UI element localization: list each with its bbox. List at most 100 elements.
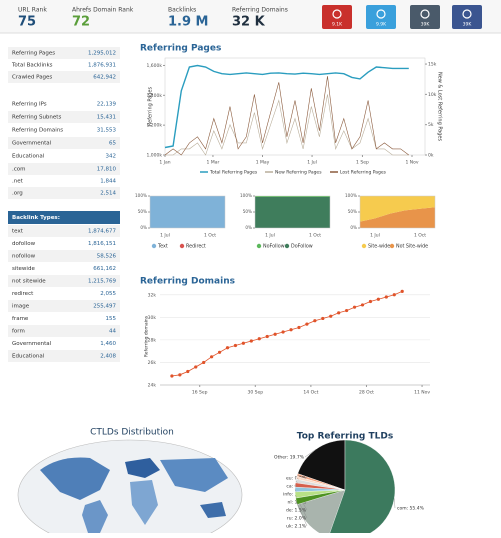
row-value: 2,055 <box>100 291 116 297</box>
stat-value: 1.9 M <box>168 15 209 30</box>
row-value: 2,514 <box>100 191 116 197</box>
row-value: 155 <box>106 316 117 322</box>
y2-tick-label: 15k <box>428 62 437 68</box>
data-point <box>329 314 333 318</box>
y2-axis-label: New & Lost Referring Pages <box>437 72 443 142</box>
row-value: 1,295,012 <box>88 51 116 57</box>
row-label: Governmental <box>12 141 52 147</box>
row-label: Total Backlinks <box>11 63 53 69</box>
legend-swatch <box>284 243 290 249</box>
social-button[interactable] <box>322 5 352 29</box>
leader-line <box>296 501 308 527</box>
y-axis-label: Referring Pages <box>148 86 154 126</box>
legend-label: New Referring Pages <box>275 170 322 176</box>
data-point <box>337 311 341 315</box>
y2-tick-label: 10k <box>428 92 437 98</box>
row-bg <box>8 225 120 237</box>
social-count: 39K <box>463 22 473 28</box>
x-tick-label: 1 Nov <box>405 160 418 166</box>
data-point <box>289 328 293 332</box>
y-tick-label: 100% <box>345 193 357 198</box>
row-label: form <box>12 329 25 335</box>
data-point <box>217 350 222 354</box>
data-point <box>233 343 238 348</box>
legend-label: Text <box>157 244 168 250</box>
y-tick-label: 0% <box>140 225 147 230</box>
row-value: 1,874,677 <box>88 229 116 235</box>
row-bg <box>8 300 120 312</box>
row-bg <box>8 187 120 199</box>
data-point <box>392 293 396 297</box>
map-title: CTLDs Distribution <box>90 428 174 438</box>
data-point <box>178 373 182 377</box>
social-icon <box>332 9 342 19</box>
y-tick-label: 0% <box>350 225 357 230</box>
y-tick-label: 1,000k <box>147 153 163 159</box>
stat-value: 32 K <box>232 15 266 30</box>
social-count: 9.1K <box>332 22 343 28</box>
x-tick-label: 30 Sep <box>247 390 263 396</box>
series-line <box>164 76 409 156</box>
row-bg <box>8 275 120 287</box>
legend-label: DoFollow <box>291 244 313 250</box>
row-label: not sitewide <box>12 279 46 285</box>
x-tick-label: 1 Jul <box>265 233 275 239</box>
social-button[interactable] <box>410 5 440 29</box>
x-tick-label: 14 Oct <box>303 390 318 396</box>
stat-value: 75 <box>18 15 36 30</box>
row-bg <box>8 250 120 262</box>
social-button[interactable] <box>366 5 396 29</box>
x-tick-label: 1 Jul <box>370 233 380 239</box>
x-tick-label: 1 Oct <box>204 233 216 239</box>
row-value: 2,408 <box>100 354 116 360</box>
x-tick-label: 1 Oct <box>309 233 321 239</box>
row-value: 31,553 <box>97 128 117 134</box>
row-label: Crawled Pages <box>12 75 52 81</box>
x-tick-label: 1 May <box>256 160 270 166</box>
legend-swatch <box>361 243 367 249</box>
row-bg <box>8 71 120 83</box>
x-tick-label: 1 Sep <box>356 160 369 166</box>
slice-label: de: 1.5% <box>286 508 307 514</box>
row-label: Referring Subnets <box>12 115 61 121</box>
row-label: Governmental <box>12 341 52 347</box>
data-point <box>225 346 230 350</box>
row-bg <box>8 47 120 59</box>
social-button[interactable] <box>452 5 482 29</box>
row-value: 642,942 <box>93 75 116 81</box>
data-point <box>249 339 253 343</box>
row-value: 22,139 <box>97 102 117 108</box>
y-axis-label: Referring domains <box>144 315 150 357</box>
y-tick-label: 1,400k <box>147 93 163 99</box>
row-value: 1,816,151 <box>88 241 116 247</box>
row-value: 255,497 <box>93 304 116 310</box>
row-bg <box>8 350 120 362</box>
row-bg <box>8 137 120 149</box>
world-map <box>17 439 243 538</box>
slice-label: Other: 19.7% <box>274 455 305 461</box>
row-label: text <box>12 229 24 235</box>
row-value: 1,844 <box>100 179 116 185</box>
y2-tick-label: 5k <box>428 122 434 128</box>
area <box>150 196 225 228</box>
social-count: 9.9K <box>376 22 387 28</box>
data-point <box>281 330 285 334</box>
x-tick-label: 1 Oct <box>414 233 426 239</box>
row-bg <box>8 111 120 123</box>
stat-label: Referring Domains <box>232 7 288 14</box>
row-label: nofollow <box>12 254 36 260</box>
y-tick-label: 28k <box>148 337 157 343</box>
y-tick-label: 50% <box>348 209 357 214</box>
slice-label: com: 55.4% <box>397 506 425 512</box>
y-tick-label: 26k <box>148 360 157 366</box>
social-icon <box>420 9 430 19</box>
row-bg <box>8 325 120 337</box>
social-icon <box>462 9 472 19</box>
data-point <box>352 305 357 309</box>
row-label: sitewide <box>12 266 35 272</box>
pie-slice <box>328 439 396 538</box>
row-value: 342 <box>106 154 117 160</box>
data-point <box>313 319 317 323</box>
y-tick-label: 50% <box>243 209 252 214</box>
